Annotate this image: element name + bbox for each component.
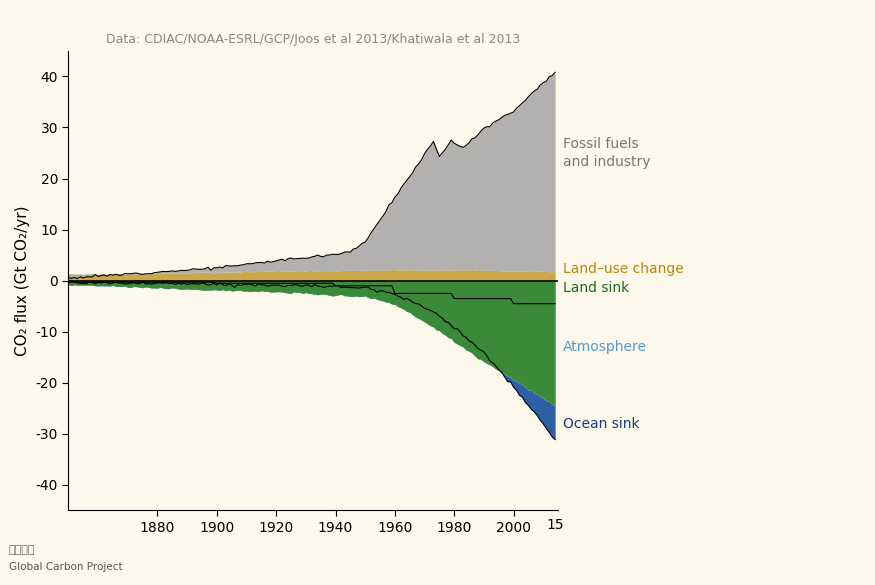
Text: Ocean sink: Ocean sink	[563, 417, 639, 431]
Text: Land–use change: Land–use change	[563, 263, 683, 277]
Title: Data: CDIAC/NOAA-ESRL/GCP/Joos et al 2013/Khatiwala et al 2013: Data: CDIAC/NOAA-ESRL/GCP/Joos et al 201…	[106, 33, 521, 46]
Text: 15: 15	[546, 518, 564, 532]
Text: Land sink: Land sink	[563, 281, 629, 295]
Y-axis label: CO₂ flux (Gt CO₂/yr): CO₂ flux (Gt CO₂/yr)	[15, 205, 30, 356]
Text: ⓒⓘⓢⓐ: ⓒⓘⓢⓐ	[9, 545, 35, 555]
Text: Global Carbon Project: Global Carbon Project	[9, 562, 122, 572]
Text: Fossil fuels
and industry: Fossil fuels and industry	[563, 137, 650, 169]
Text: Atmosphere: Atmosphere	[563, 340, 647, 354]
